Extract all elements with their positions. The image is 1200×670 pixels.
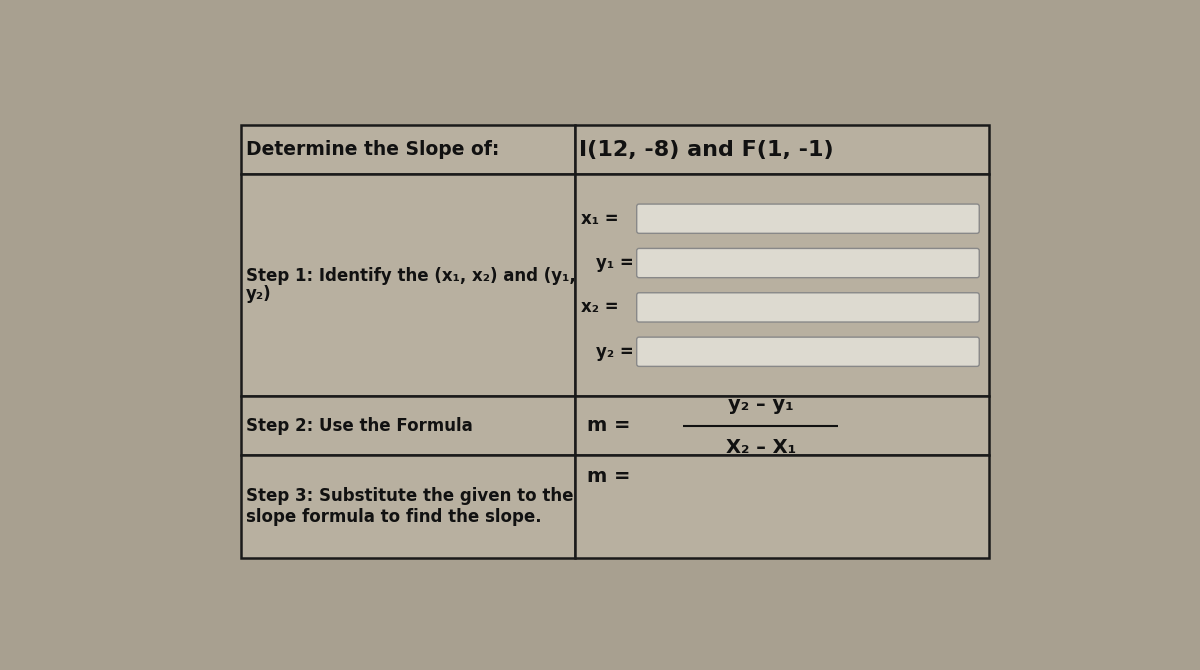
FancyBboxPatch shape <box>637 337 979 366</box>
Bar <box>575 174 989 396</box>
FancyBboxPatch shape <box>637 293 979 322</box>
Bar <box>241 456 575 558</box>
Bar <box>241 125 575 174</box>
Text: Determine the Slope of:: Determine the Slope of: <box>246 140 499 159</box>
Bar <box>575 456 989 558</box>
Text: Step 1: Identify the (x₁, x₂) and (y₁,: Step 1: Identify the (x₁, x₂) and (y₁, <box>246 267 576 285</box>
Text: x₂ =: x₂ = <box>581 298 618 316</box>
Text: slope formula to find the slope.: slope formula to find the slope. <box>246 509 541 527</box>
FancyBboxPatch shape <box>637 249 979 277</box>
FancyBboxPatch shape <box>637 204 979 233</box>
Bar <box>241 174 575 396</box>
Bar <box>575 396 989 456</box>
Bar <box>241 396 575 456</box>
Text: y₂ =: y₂ = <box>596 343 634 360</box>
Text: y₂ – y₁: y₂ – y₁ <box>728 395 793 413</box>
Text: X₂ – X₁: X₂ – X₁ <box>726 438 796 457</box>
Text: I(12, -8) and F(1, -1): I(12, -8) and F(1, -1) <box>580 140 834 159</box>
Text: Step 3: Substitute the given to the: Step 3: Substitute the given to the <box>246 487 574 505</box>
Text: m =: m = <box>587 416 631 436</box>
Text: m =: m = <box>587 468 631 486</box>
Text: x₁ =: x₁ = <box>581 210 618 228</box>
Text: y₁ =: y₁ = <box>596 254 634 272</box>
Text: Step 2: Use the Formula: Step 2: Use the Formula <box>246 417 473 435</box>
Text: y₂): y₂) <box>246 285 271 304</box>
Bar <box>575 125 989 174</box>
